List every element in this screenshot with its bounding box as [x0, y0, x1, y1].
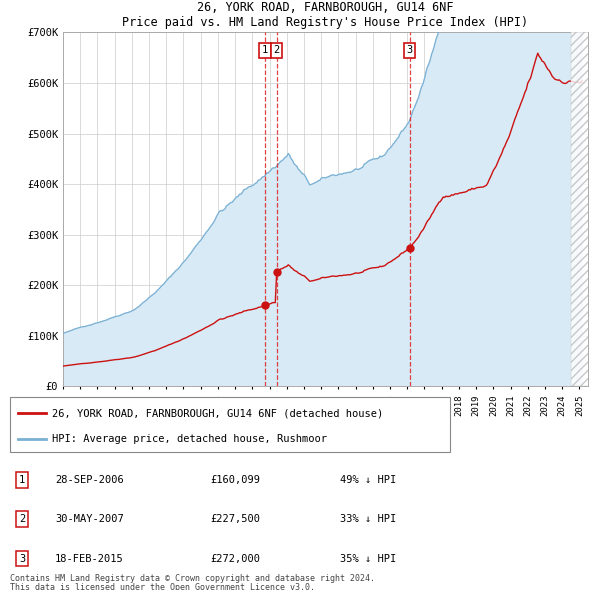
Text: 26, YORK ROAD, FARNBOROUGH, GU14 6NF (detached house): 26, YORK ROAD, FARNBOROUGH, GU14 6NF (de… [52, 408, 383, 418]
Text: £227,500: £227,500 [210, 514, 260, 524]
Text: 49% ↓ HPI: 49% ↓ HPI [340, 475, 396, 485]
Text: 28-SEP-2006: 28-SEP-2006 [55, 475, 124, 485]
Text: 1: 1 [262, 45, 268, 55]
Text: 18-FEB-2015: 18-FEB-2015 [55, 553, 124, 563]
Text: 2: 2 [274, 45, 280, 55]
Text: £272,000: £272,000 [210, 553, 260, 563]
Text: 3: 3 [406, 45, 413, 55]
Text: 3: 3 [19, 553, 25, 563]
Text: 30-MAY-2007: 30-MAY-2007 [55, 514, 124, 524]
Text: This data is licensed under the Open Government Licence v3.0.: This data is licensed under the Open Gov… [10, 582, 315, 590]
FancyBboxPatch shape [10, 397, 450, 453]
Text: HPI: Average price, detached house, Rushmoor: HPI: Average price, detached house, Rush… [52, 434, 327, 444]
Text: Contains HM Land Registry data © Crown copyright and database right 2024.: Contains HM Land Registry data © Crown c… [10, 573, 375, 583]
Text: £160,099: £160,099 [210, 475, 260, 485]
Text: 33% ↓ HPI: 33% ↓ HPI [340, 514, 396, 524]
Text: 1: 1 [19, 475, 25, 485]
Text: 35% ↓ HPI: 35% ↓ HPI [340, 553, 396, 563]
Text: 2: 2 [19, 514, 25, 524]
Title: 26, YORK ROAD, FARNBOROUGH, GU14 6NF
Price paid vs. HM Land Registry's House Pri: 26, YORK ROAD, FARNBOROUGH, GU14 6NF Pri… [122, 1, 529, 28]
